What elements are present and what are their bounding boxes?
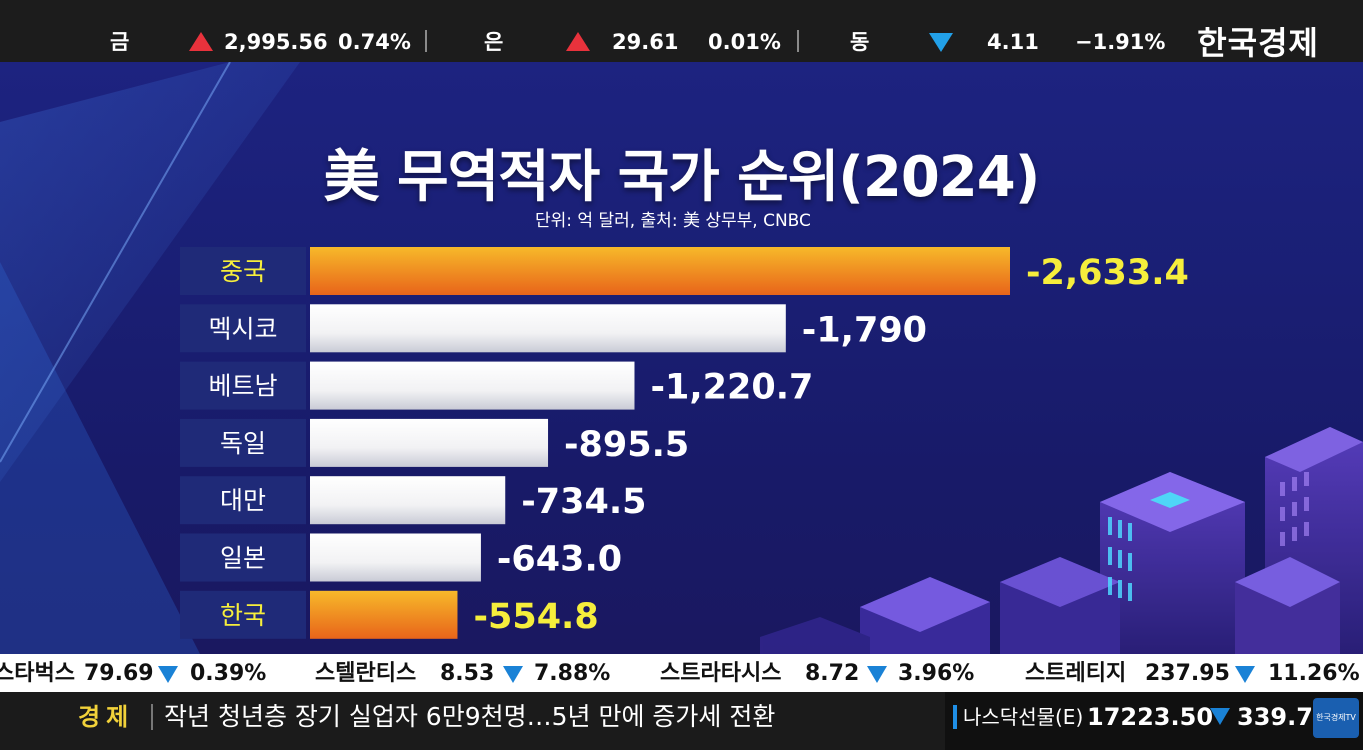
stock-ticker: 스타벅스 79.69 0.39% 스텔란티스 8.53 7.88% 스트라타시스… bbox=[0, 654, 1363, 692]
ticker-gold-change: 0.74% bbox=[338, 30, 411, 54]
ticker-gold-value: 2,995.56 bbox=[224, 30, 328, 54]
category-label: 독일 bbox=[220, 429, 266, 458]
ticker-copper-change: −1.91% bbox=[1075, 30, 1166, 54]
data-label: -734.5 bbox=[521, 482, 646, 522]
data-label: -1,790 bbox=[802, 310, 927, 350]
category-label: 베트남 bbox=[208, 372, 277, 401]
category-label: 중국 bbox=[220, 257, 266, 286]
down-triangle-icon bbox=[1210, 708, 1230, 725]
bar bbox=[310, 533, 481, 582]
bar bbox=[310, 476, 506, 525]
data-label: -643.0 bbox=[497, 540, 622, 580]
category-label: 대만 bbox=[220, 486, 266, 515]
ticker-silver-name: 은 bbox=[484, 30, 504, 54]
stock-value: 8.53 bbox=[440, 661, 495, 686]
stock-change: 3.96% bbox=[898, 661, 975, 686]
futures-panel bbox=[945, 692, 1363, 750]
stock-value: 237.95 bbox=[1145, 661, 1230, 686]
stock-value: 8.72 bbox=[805, 661, 860, 686]
futures-value: 17223.50 bbox=[1087, 703, 1214, 731]
data-label: -895.5 bbox=[564, 425, 689, 465]
stock-value: 79.69 bbox=[84, 661, 154, 686]
ticker-copper-value: 4.11 bbox=[987, 30, 1039, 54]
news-headline: 작년 청년층 장기 실업자 6만9천명…5년 만에 증가세 전환 bbox=[164, 702, 776, 731]
broadcaster-logo: 한국경제 bbox=[1197, 24, 1319, 62]
category-label: 멕시코 bbox=[208, 314, 277, 343]
data-label: -2,633.4 bbox=[1026, 253, 1189, 293]
bar bbox=[310, 304, 786, 353]
news-crawl: 경제 작년 청년층 장기 실업자 6만9천명…5년 만에 증가세 전환 나스닥선… bbox=[0, 692, 1363, 750]
news-divider bbox=[151, 704, 153, 730]
ticker-divider bbox=[425, 30, 427, 52]
bar bbox=[310, 418, 549, 467]
stock-name: 스텔란티스 bbox=[315, 661, 417, 686]
category-label: 일본 bbox=[220, 544, 266, 573]
category-label-box bbox=[180, 590, 306, 639]
stock-name: 스타벅스 bbox=[0, 661, 75, 686]
background-decoration bbox=[0, 62, 1363, 654]
down-triangle-icon bbox=[867, 666, 887, 683]
commodity-ticker: 금 2,995.56 0.74% 은 29.61 0.01% 동 4.11 −1… bbox=[0, 0, 1363, 62]
up-triangle-icon bbox=[566, 32, 590, 51]
news-category: 경제 bbox=[78, 703, 135, 731]
category-label-box bbox=[180, 418, 306, 467]
down-triangle-icon bbox=[503, 666, 523, 683]
ticker-copper-name: 동 bbox=[850, 30, 870, 54]
channel-logo: 한국경제TV bbox=[1313, 698, 1359, 738]
stock-change: 11.26% bbox=[1268, 661, 1360, 686]
stock-name: 스트라타시스 bbox=[660, 661, 782, 686]
bar-chart: 중국 -2,633.4 멕시코 -1,790 베트남 -1,220.7 독일 -895.5 대만… bbox=[180, 247, 1189, 639]
ticker-silver-value: 29.61 bbox=[612, 30, 679, 54]
futures-marker bbox=[953, 705, 957, 729]
ticker-gold-name: 금 bbox=[110, 30, 130, 54]
category-label-box bbox=[180, 361, 306, 410]
category-label-box bbox=[180, 476, 306, 525]
category-label-box bbox=[180, 304, 306, 353]
up-triangle-icon bbox=[189, 32, 213, 51]
bar bbox=[310, 361, 635, 410]
data-label: -554.8 bbox=[473, 597, 598, 637]
category-label-box bbox=[180, 533, 306, 582]
category-label-box bbox=[180, 247, 306, 295]
data-label: -1,220.7 bbox=[650, 368, 813, 408]
stock-name: 스트레티지 bbox=[1025, 661, 1127, 686]
bar bbox=[310, 590, 458, 639]
chart-title: 美 무역적자 국가 순위(2024) bbox=[323, 145, 1041, 210]
ticker-divider bbox=[797, 30, 799, 52]
stock-change: 7.88% bbox=[534, 661, 611, 686]
down-triangle-icon bbox=[929, 33, 953, 52]
down-triangle-icon bbox=[158, 666, 178, 683]
bar bbox=[310, 247, 1010, 295]
stock-change: 0.39% bbox=[190, 661, 267, 686]
down-triangle-icon bbox=[1235, 666, 1255, 683]
ticker-silver-change: 0.01% bbox=[708, 30, 781, 54]
chart-subtitle: 단위: 억 달러, 출처: 美 상무부, CNBC bbox=[535, 211, 811, 231]
category-label: 한국 bbox=[220, 601, 266, 630]
futures-label: 나스닥선물(E) bbox=[963, 705, 1084, 729]
chart-graphic: 美 무역적자 국가 순위(2024) 단위: 억 달러, 출처: 美 상무부, … bbox=[0, 62, 1363, 654]
